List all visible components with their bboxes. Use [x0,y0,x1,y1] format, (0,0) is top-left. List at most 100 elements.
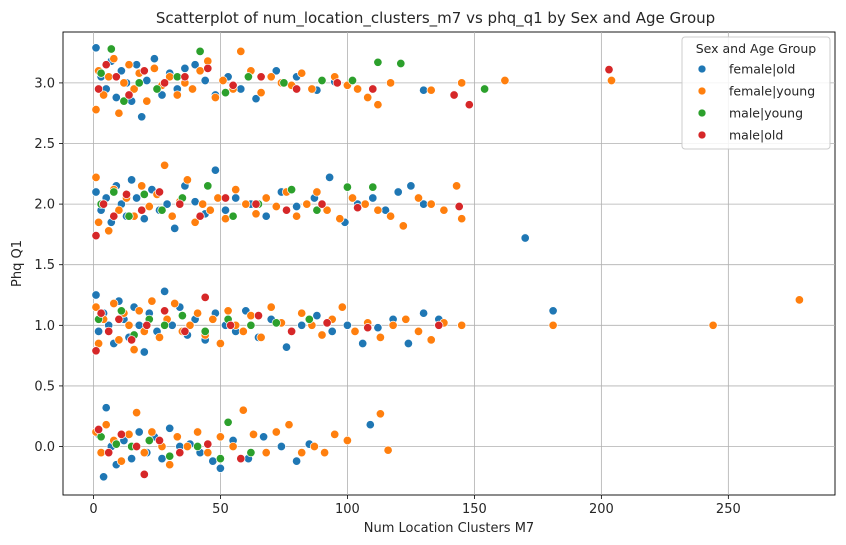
point-female-young [170,298,180,309]
point-female-old [231,193,241,203]
point-female-young [215,338,225,349]
point-female-old [251,94,261,104]
point-female-young [373,100,383,110]
point-female-young [708,320,718,330]
point-female-young [363,92,373,103]
point-female-young [297,448,307,458]
point-male-old [91,231,101,241]
point-female-old [208,456,218,466]
point-female-old [292,201,302,212]
point-female-old [101,403,111,413]
point-male-young [160,320,170,330]
point-female-young [375,332,385,342]
point-female-old [419,85,429,95]
point-female-young [386,78,396,88]
point-male-old [99,199,109,209]
point-male-young [144,435,154,446]
point-female-young [109,298,119,309]
point-male-old [111,72,121,82]
legend-marker-female-old [697,64,707,74]
point-male-old [454,201,464,212]
point-female-young [228,441,238,452]
point-female-young [373,205,383,215]
point-female-young [187,84,198,94]
point-female-young [190,217,200,227]
point-male-old [200,292,210,302]
point-male-old [109,211,119,221]
point-female-young [119,78,129,88]
point-female-young [398,221,408,231]
point-female-young [271,201,281,212]
point-female-old [259,432,269,442]
point-female-old [99,472,109,482]
point-female-young [223,306,233,316]
point-male-old [114,314,124,324]
point-male-old [160,306,170,316]
point-male-young [106,44,116,54]
point-female-young [142,96,152,106]
point-male-young [246,448,256,458]
point-female-young [246,311,256,321]
x-tick-label: 150 [462,502,487,517]
point-female-young [149,63,159,73]
y-tick-label: 2.5 [34,137,55,152]
point-male-young [124,211,134,221]
point-female-young [452,181,462,191]
point-male-old [139,66,149,76]
point-male-old [101,60,111,70]
point-male-young [109,187,119,197]
point-female-young [256,88,266,98]
point-female-young [271,427,281,437]
point-female-old [190,60,200,70]
point-female-young [413,326,424,336]
point-female-old [91,187,101,197]
legend-label-female-young: female|young [729,84,815,99]
point-male-old [160,78,170,88]
point-female-young [129,345,139,355]
point-female-old [127,454,137,464]
legend-title: Sex and Age Group [696,41,817,56]
point-female-young [261,193,271,203]
point-female-old [149,54,159,64]
point-female-young [165,460,175,470]
point-female-young [144,201,154,212]
point-female-old [157,90,167,100]
point-male-old [287,326,297,336]
point-female-young [139,448,149,458]
point-male-old [317,199,327,209]
point-male-young [246,320,256,330]
point-female-old [297,320,307,330]
point-female-young [312,187,322,197]
point-male-old [104,448,114,458]
point-female-young [124,60,134,70]
point-male-old [292,84,302,94]
point-female-old [325,172,335,182]
point-female-old [271,66,281,76]
point-male-old [236,454,246,464]
y-axis-label: Phq Q1 [10,240,25,287]
point-female-young [375,409,385,419]
point-female-young [548,320,558,330]
point-male-old [353,203,363,213]
point-male-old [368,84,378,94]
point-female-young [203,448,213,458]
point-female-young [342,435,352,446]
point-female-young [193,427,203,437]
point-female-old [111,92,121,103]
point-female-young [104,226,114,236]
point-female-old [520,233,530,243]
point-female-old [327,326,337,336]
point-female-old [215,463,225,473]
point-female-young [91,172,101,182]
point-female-young [236,46,246,56]
point-female-old [419,308,429,318]
point-female-young [297,308,307,318]
point-female-old [180,63,190,73]
point-female-young [457,320,467,330]
point-female-young [347,193,358,203]
legend: Sex and Age Group female|old female|youn… [681,36,831,150]
point-male-young [228,211,238,221]
point-female-young [309,441,319,452]
point-female-young [210,92,220,103]
